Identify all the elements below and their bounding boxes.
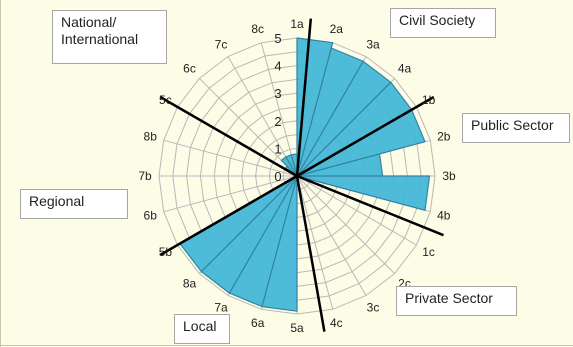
category-label: 6c [183, 62, 196, 76]
category-label: 1a [290, 17, 304, 31]
category-labels: 1a 2a3a4a1b2b3b4b1c2c3c4c5a6a7a8a5b6b7b8b… [138, 17, 456, 335]
sector-label-local: Local [174, 314, 230, 344]
ring-value-label: 5 [274, 31, 281, 46]
category-label: 5a [290, 321, 304, 335]
category-label: 1b [422, 93, 436, 107]
category-label: 8b [144, 130, 158, 144]
ring-value-label: 4 [274, 59, 281, 74]
category-label: 7a [214, 301, 228, 315]
ring-labels: 0 1 2 3 4 5 [274, 31, 281, 184]
category-label: 6a [251, 316, 265, 330]
grid-spoke [163, 175, 298, 213]
sector-divider-line [159, 174, 298, 257]
category-label: 8a [183, 277, 197, 291]
grid-spoke [296, 175, 334, 310]
sector-dividers [159, 18, 444, 332]
grid-spoke [227, 56, 298, 177]
category-label: 1c [422, 245, 435, 259]
category-label: 3a [366, 37, 380, 51]
ring-value-label: 1 [274, 141, 281, 156]
category-label: 2b [437, 130, 451, 144]
sector-divider-line [296, 174, 444, 237]
sector-divider-line [296, 95, 435, 178]
sector-label-regional: Regional [20, 189, 128, 219]
sector-label-national: National/ International [52, 10, 167, 64]
data-area [179, 37, 431, 312]
category-label: 5b [159, 245, 173, 259]
sector-divider-line [295, 175, 326, 332]
ring-value-label: 0 [274, 169, 281, 184]
category-label: 7b [138, 169, 152, 183]
grid-spoke [296, 175, 367, 296]
category-label: 4c [330, 316, 343, 330]
sector-label-public-sector: Public Sector [462, 113, 570, 143]
category-label: 5c [159, 93, 172, 107]
data-area-fill [179, 37, 431, 312]
grid-spoke [296, 175, 417, 246]
category-label: 4b [437, 208, 451, 222]
category-label: 7c [215, 37, 228, 51]
sector-divider-line [159, 95, 298, 178]
grid-spoke [260, 42, 298, 177]
ring-value-label: 2 [274, 114, 281, 129]
category-label: 6b [144, 208, 158, 222]
sector-divider-line [295, 18, 313, 177]
frame-bottom-border [0, 345, 573, 346]
category-label: 3c [367, 301, 380, 315]
grid-spoke [163, 139, 298, 177]
grid-spoke [296, 175, 395, 274]
category-label: 3b [442, 169, 456, 183]
category-label: 8c [251, 22, 264, 36]
grid-spoke [199, 78, 298, 177]
sector-label-private-sector: Private Sector [396, 286, 517, 316]
frame-left-border [0, 0, 1, 347]
ring-value-label: 3 [274, 86, 281, 101]
sector-label-civil-society: Civil Society [390, 8, 496, 38]
category-label: 2a [330, 22, 344, 36]
category-label: 4a [398, 62, 412, 76]
